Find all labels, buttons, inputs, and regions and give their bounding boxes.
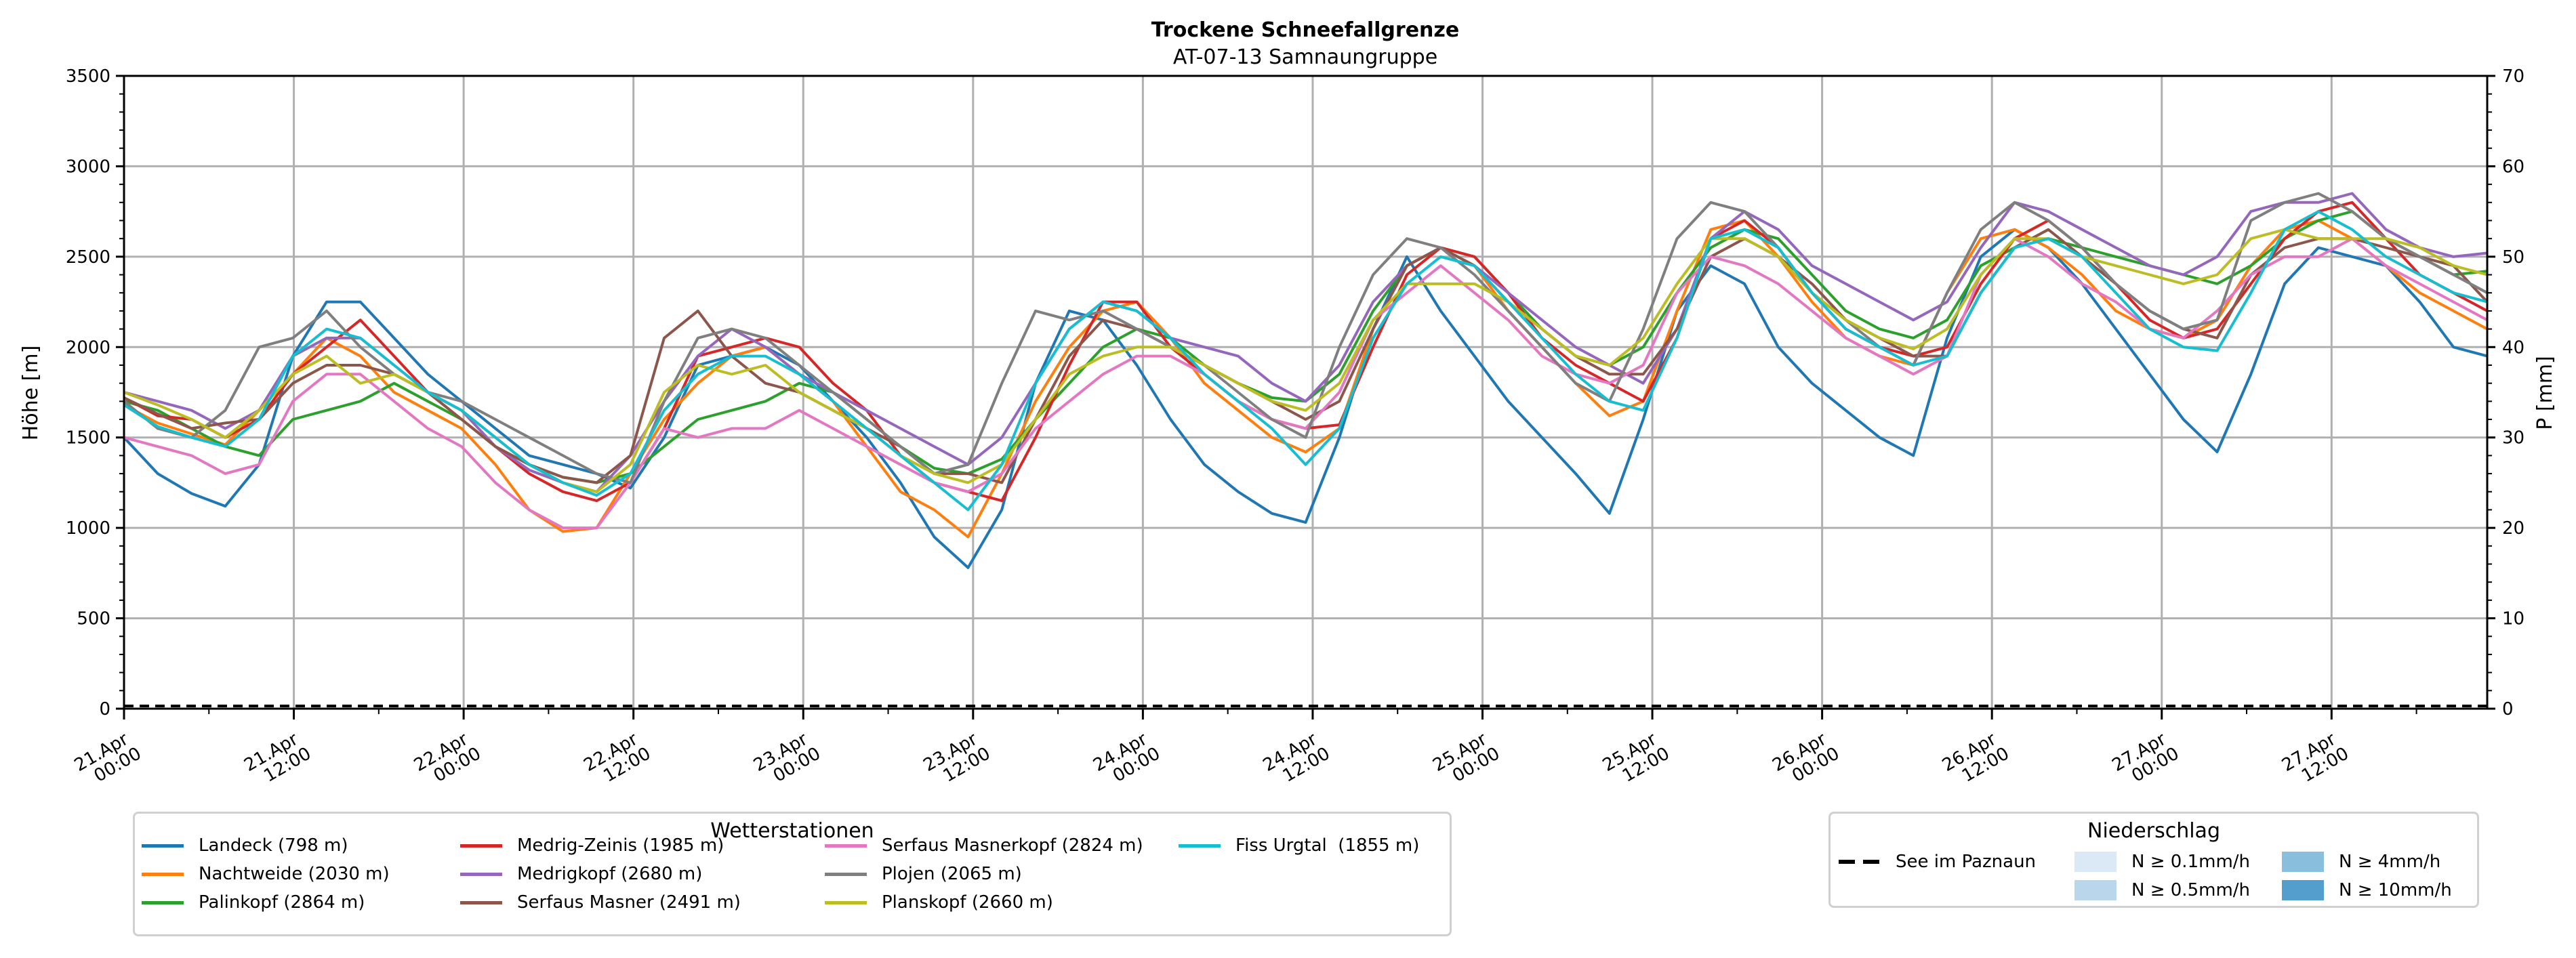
y-right-tick-label: 20 <box>2502 518 2524 539</box>
series-lines <box>123 192 2489 707</box>
x-tick-label: 22.Apr12:00 <box>580 727 654 792</box>
y-right-tick-label: 60 <box>2502 157 2524 177</box>
x-tick-label: 21.Apr00:00 <box>71 727 145 792</box>
series-line-medrigkopf-2680-m <box>123 192 2488 493</box>
y-tick-label: 2500 <box>66 247 110 268</box>
y-tick-label: 3000 <box>66 157 110 177</box>
y-tick-label: 1500 <box>66 428 110 449</box>
y-right-tick-label: 70 <box>2502 66 2524 87</box>
legend-item-precip: N ≥ 10mm/h <box>2282 880 2452 900</box>
legend-item-precip: N ≥ 0.5mm/h <box>2074 880 2250 900</box>
color-patch <box>2074 880 2117 900</box>
color-patch <box>2282 880 2324 900</box>
line-swatch <box>460 872 502 876</box>
y-axis-right-label: P [mm] <box>2533 356 2557 430</box>
y-right-tick-label: 30 <box>2502 428 2524 449</box>
legend-item-station: Fiss Urgtal (1855 m) <box>1179 835 1419 856</box>
legend-item-station: Palinkopf (2864 m) <box>142 892 365 913</box>
legend-item-station: Landeck (798 m) <box>142 835 348 856</box>
x-tick-label: 26.Apr12:00 <box>1939 727 2013 792</box>
x-tick-label: 24.Apr12:00 <box>1260 727 1334 792</box>
series-line-landeck-798-m <box>123 228 2488 569</box>
plot-frame <box>123 75 2489 710</box>
legend-label: Serfaus Masnerkopf (2824 m) <box>882 835 1143 856</box>
y-tick-label: 3500 <box>66 66 110 87</box>
legend-label: Plojen (2065 m) <box>882 864 1022 884</box>
x-tick-label: 25.Apr12:00 <box>1599 727 1673 792</box>
x-tick-label: 26.Apr00:00 <box>1769 727 1843 792</box>
series-line-nachtweide-2030-m <box>123 219 2488 539</box>
legend-label: Serfaus Masner (2491 m) <box>517 892 741 913</box>
legend-item-station: Plojen (2065 m) <box>825 864 1022 884</box>
y-axis-label: Höhe [m] <box>19 346 43 441</box>
precip-legend-title: Niederschlag <box>2087 819 2220 843</box>
line-swatch <box>825 872 867 876</box>
color-patch <box>2074 852 2117 872</box>
legend-item-station: Planskopf (2660 m) <box>825 892 1053 913</box>
legend-item-station: Serfaus Masner (2491 m) <box>460 892 741 913</box>
line-swatch <box>825 900 867 904</box>
line-swatch <box>142 844 184 848</box>
legend-label: N ≥ 0.1mm/h <box>2131 852 2251 872</box>
legend-label: Fiss Urgtal (1855 m) <box>1235 835 1420 856</box>
x-tick-label: 23.Apr12:00 <box>920 727 994 792</box>
x-tick-label: 27.Apr00:00 <box>2108 727 2182 792</box>
y-right-tick-label: 0 <box>2502 699 2514 720</box>
x-tick-label: 27.Apr12:00 <box>2278 727 2352 792</box>
line-swatch <box>460 844 502 848</box>
line-swatch <box>142 872 184 876</box>
grid <box>124 75 2487 710</box>
line-swatch <box>460 900 502 904</box>
color-patch <box>2282 852 2324 872</box>
legend-label: N ≥ 10mm/h <box>2339 880 2452 900</box>
line-swatch <box>142 900 184 904</box>
series-line-fiss-urgtal-1855-m <box>123 210 2488 512</box>
y-right-tick-label: 10 <box>2502 609 2524 629</box>
legend-item-precip: N ≥ 0.1mm/h <box>2074 852 2250 872</box>
chart-subtitle: AT-07-13 Samnaungruppe <box>1173 45 1437 69</box>
axes: 0 0 500 10 1000 20 1500 30 2000 40 2500 50 3000 60 350… <box>66 66 2524 792</box>
dashed-line-swatch <box>1839 860 1881 864</box>
legend-item-precip: N ≥ 4mm/h <box>2282 852 2440 872</box>
chart-title: Trockene Schneefallgrenze <box>1151 18 1459 42</box>
y-right-tick-label: 40 <box>2502 337 2524 358</box>
legend-item-station: Medrigkopf (2680 m) <box>460 864 702 884</box>
series-line-plojen-2065-m <box>123 192 2488 484</box>
legend-label: Planskopf (2660 m) <box>882 892 1053 913</box>
x-tick-label: 21.Apr12:00 <box>241 727 314 792</box>
legend-item-station: Medrig-Zeinis (1985 m) <box>460 835 724 856</box>
y-tick-label: 500 <box>77 609 110 629</box>
legend-label: See im Paznaun <box>1896 852 2037 872</box>
line-swatch <box>1179 844 1221 848</box>
series-line-serfaus-masner-2491-m <box>123 228 2489 484</box>
legend-item-reference-line: See im Paznaun <box>1839 852 2036 872</box>
legend-label: Nachtweide (2030 m) <box>199 864 390 884</box>
y-tick-label: 2000 <box>66 337 110 358</box>
y-tick-label: 0 <box>99 699 110 720</box>
precip-legend: Niederschlag See im Paznaun N ≥ 0.1mm/h N… <box>1828 812 2479 908</box>
legend-label: N ≥ 0.5mm/h <box>2131 880 2251 900</box>
x-tick-label: 25.Apr00:00 <box>1429 727 1503 792</box>
x-tick-label: 22.Apr00:00 <box>411 727 485 792</box>
y-tick-label: 1000 <box>66 518 110 539</box>
legend-item-station: Serfaus Masnerkopf (2824 m) <box>825 835 1143 856</box>
x-tick-label: 23.Apr00:00 <box>750 727 824 792</box>
legend-item-station: Nachtweide (2030 m) <box>142 864 390 884</box>
y-right-tick-label: 50 <box>2502 247 2524 268</box>
legend-label: Landeck (798 m) <box>199 835 348 856</box>
stations-legend: Wetterstationen Landeck (798 m) Nachtweid… <box>133 812 1452 936</box>
x-tick-label: 24.Apr00:00 <box>1090 727 1164 792</box>
legend-label: N ≥ 4mm/h <box>2339 852 2441 872</box>
stations-legend-title: Wetterstationen <box>710 819 874 843</box>
series-line-serfaus-masnerkopf-2824-m <box>123 237 2488 530</box>
legend-label: Palinkopf (2864 m) <box>199 892 365 913</box>
line-swatch <box>825 844 867 848</box>
legend-label: Medrigkopf (2680 m) <box>517 864 703 884</box>
legend-label: Medrig-Zeinis (1985 m) <box>517 835 724 856</box>
